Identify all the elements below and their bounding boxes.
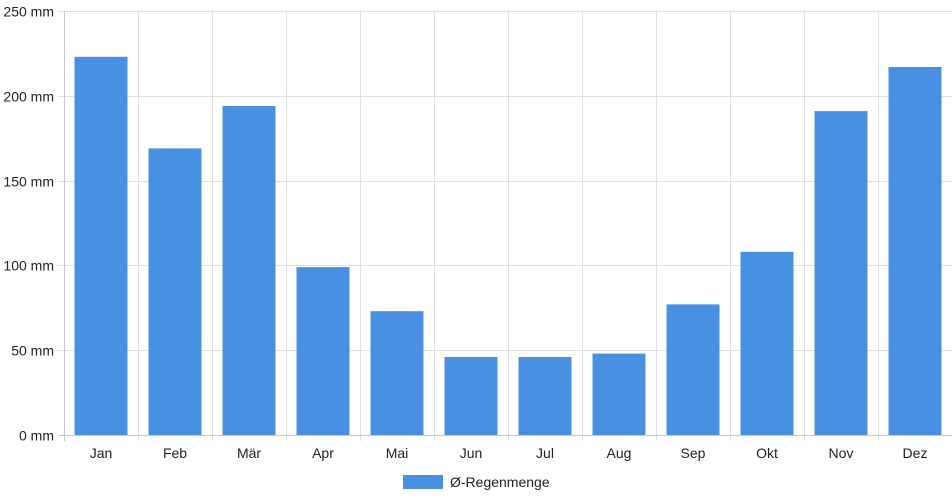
y-tick-label: 150 mm <box>3 174 54 190</box>
x-tick-label: Nov <box>829 445 854 461</box>
y-tick-label: 100 mm <box>3 258 54 274</box>
x-tick-label: Okt <box>756 445 778 461</box>
x-tick-labels: Jan Feb Mär Apr Mai Jun Jul Aug Sep Okt Nov Dez <box>90 445 928 461</box>
x-tick-label: Mär <box>237 445 261 461</box>
legend-swatch[interactable] <box>403 475 443 489</box>
bar-dez[interactable] <box>888 67 942 435</box>
y-tick-label: 50 mm <box>11 343 54 359</box>
grid-layer <box>58 11 952 441</box>
bar-aug[interactable] <box>592 353 646 435</box>
legend[interactable]: Ø-Regenmenge <box>403 474 550 490</box>
x-tick-label: Aug <box>607 445 632 461</box>
bar-okt[interactable] <box>740 251 794 435</box>
axis-layer <box>58 11 952 441</box>
x-tick-label: Feb <box>163 445 187 461</box>
bar-jul[interactable] <box>518 357 572 435</box>
x-tick-label: Dez <box>903 445 928 461</box>
x-tick-label: Jul <box>536 445 554 461</box>
x-tick-label: Jan <box>90 445 113 461</box>
bar-feb[interactable] <box>148 148 202 435</box>
bar-mai[interactable] <box>370 311 424 435</box>
y-tick-label: 250 mm <box>3 4 54 20</box>
x-tick-label: Mai <box>386 445 409 461</box>
y-tick-label: 200 mm <box>3 89 54 105</box>
x-tick-label: Apr <box>312 445 334 461</box>
legend-label[interactable]: Ø-Regenmenge <box>450 474 550 490</box>
bar-jan[interactable] <box>74 56 128 436</box>
bar-nov[interactable] <box>814 111 868 435</box>
x-tick-label: Jun <box>460 445 483 461</box>
bar-mär[interactable] <box>222 106 276 435</box>
bar-jun[interactable] <box>444 357 498 435</box>
bar-apr[interactable] <box>296 267 350 435</box>
y-tick-labels: 0 mm 50 mm 100 mm 150 mm 200 mm 250 mm <box>3 4 54 444</box>
y-tick-label: 0 mm <box>19 428 54 444</box>
bar-sep[interactable] <box>666 304 720 435</box>
x-tick-label: Sep <box>681 445 706 461</box>
bar-layer <box>74 56 942 436</box>
